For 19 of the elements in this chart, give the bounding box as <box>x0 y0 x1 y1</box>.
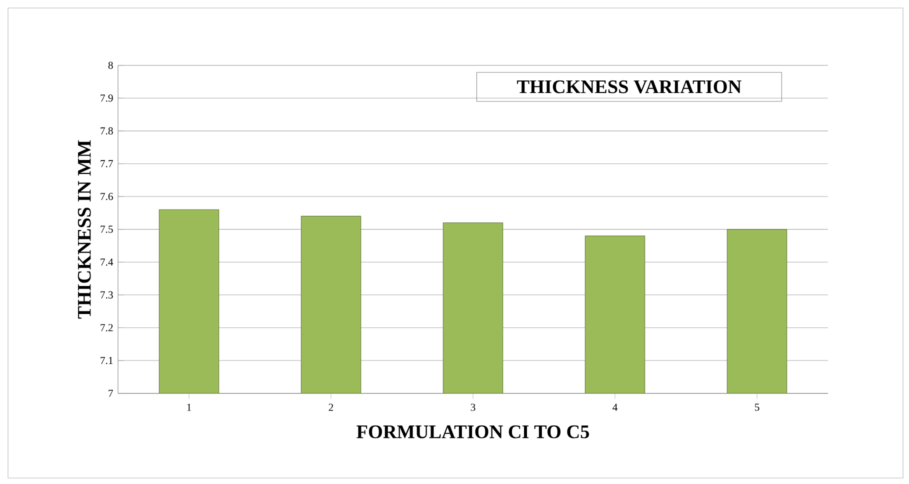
y-tick-label: 7.1 <box>100 356 113 364</box>
y-tick-label: 7.5 <box>100 226 113 233</box>
x-tick-label: 4 <box>612 404 618 411</box>
y-tick-label: 7.2 <box>100 324 113 332</box>
text: THICKNESS VARIATION <box>517 80 742 94</box>
x-axis-title: FORMULATION CI TO C5 <box>356 425 589 438</box>
y-tick-label: 7.3 <box>100 291 113 299</box>
x-tick-label: 5 <box>754 404 760 411</box>
x-tick-label: 2 <box>328 404 334 411</box>
y-tick-label: 7.9 <box>100 94 113 102</box>
x-tick-label: 1 <box>187 404 192 411</box>
y-tick-label: 7.6 <box>100 192 113 200</box>
y-tick-label: 7.4 <box>100 258 114 266</box>
y-tick-label: 7.8 <box>100 127 113 135</box>
y-tick-label: 7.7 <box>100 160 113 168</box>
y-tick-label: 7 <box>108 390 113 397</box>
y-axis-title: THICKNESS IN MM <box>78 140 91 319</box>
y-tick-label: 8 <box>108 62 113 69</box>
x-tick-label: 3 <box>470 404 476 411</box>
